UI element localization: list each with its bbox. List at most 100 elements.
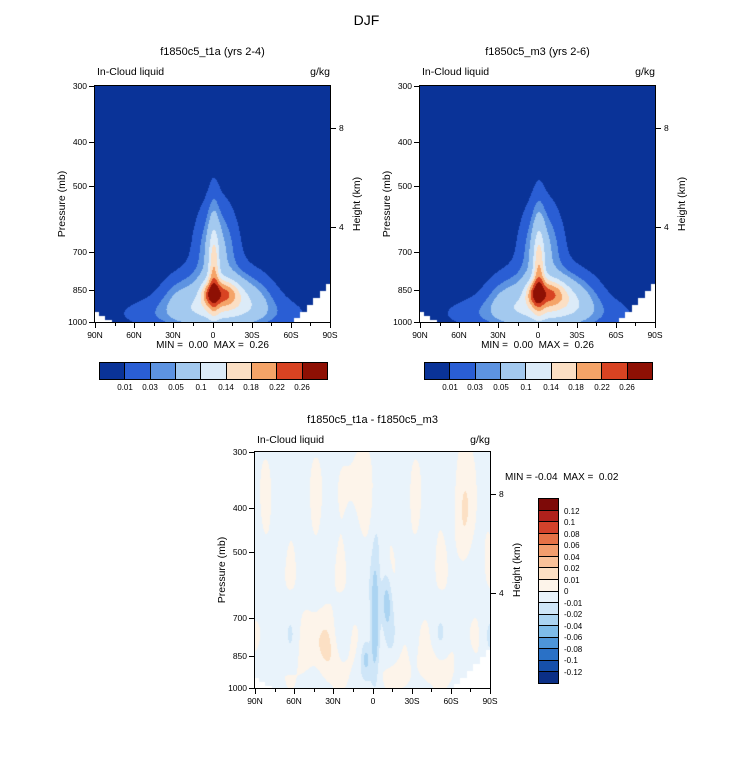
colorbar-label: -0.12 [564,668,583,677]
latitude-tick-label: 90N [412,330,428,340]
panel-title-diff: f1850c5_t1a - f1850c5_m3 [307,414,438,426]
colorbar-label: 0.26 [619,383,635,392]
latitude-minor-tick [392,689,393,692]
colorbar-label: 0.22 [269,383,285,392]
colorbar-segment [302,363,327,379]
colorbar-segment [100,363,126,379]
latitude-tick-label: 60N [126,330,142,340]
colorbar-label: 0.05 [493,383,509,392]
latitude-tick [333,689,334,694]
pressure-tick-label: 500 [232,547,247,557]
latitude-tick [95,323,96,328]
latitude-tick-label: 60S [443,696,459,706]
latitude-minor-tick [470,689,471,692]
latitude-tick [420,323,421,328]
latitude-tick [255,689,256,694]
latitude-tick-label: 60S [283,330,299,340]
latitude-tick [498,323,499,328]
pressure-tick-label: 1000 [393,317,412,327]
pressure-tick [89,186,94,187]
pressure-tick [414,252,419,253]
latitude-tick [373,689,374,694]
height-tick [491,593,496,594]
colorbar-label: -0.04 [564,622,583,631]
panel-title-m3: f1850c5_m3 (yrs 2-6) [485,46,590,58]
colorbar-segment [539,556,558,569]
latitude-tick-label: 0 [210,330,216,340]
pressure-tick [249,508,254,509]
latitude-tick [451,689,452,694]
latitude-minor-tick [518,323,519,326]
height-tick [656,227,661,228]
contour-canvas-diff [255,452,490,688]
height-tick [331,128,336,129]
colorbar-label: 0.1 [195,383,207,392]
colorbar-segment [539,499,558,511]
latitude-tick [291,323,292,328]
latitude-tick-label: 0 [370,696,376,706]
minmax-t1a: MIN = 0.00 MAX = 0.26 [156,340,269,351]
plot-area-diff [254,451,491,689]
latitude-tick [173,323,174,328]
latitude-tick [213,323,214,328]
colorbar-segment [539,649,558,661]
colorbar [538,498,559,684]
colorbar-label: 0.05 [168,383,184,392]
height-tick-label: 8 [664,123,669,133]
latitude-minor-tick [557,323,558,326]
pressure-tick [414,86,419,87]
colorbar-segment [602,363,628,379]
panel-subtitle-m3: In-Cloud liquid [422,66,490,78]
panel-units-m3: g/kg [635,66,655,78]
colorbar-segment [425,363,451,379]
latitude-tick-label: 90S [482,696,498,706]
latitude-tick-label: 60S [608,330,624,340]
latitude-minor-tick [596,323,597,326]
height-tick [656,128,661,129]
pressure-tick-label: 850 [72,285,87,295]
colorbar-label: -0.02 [564,610,583,619]
colorbar-segment [539,533,558,546]
colorbar-segment [576,363,603,379]
colorbar-label: 0.14 [543,383,559,392]
pressure-tick [249,452,254,453]
latitude-tick-label: 30N [490,330,506,340]
latitude-minor-tick [314,689,315,692]
colorbar-segment [201,363,227,379]
minmax-diff: MIN = -0.04 MAX = 0.02 [505,472,619,483]
height-axis-title: Height (km) [351,176,363,232]
latitude-tick [577,323,578,328]
colorbar-segment [539,510,558,523]
pressure-tick-label: 300 [232,447,247,457]
latitude-tick [459,323,460,328]
colorbar-segment [539,660,558,673]
colorbar-label: 0.03 [142,383,158,392]
colorbar-label: 0.12 [564,507,580,516]
latitude-tick-label: 60N [451,330,467,340]
colorbar-segment [539,626,558,638]
latitude-minor-tick [479,323,480,326]
colorbar-segment [226,363,252,379]
colorbar-label: -0.06 [564,633,583,642]
colorbar-label: 0.03 [467,383,483,392]
height-tick-label: 4 [499,588,504,598]
latitude-minor-tick [635,323,636,326]
pressure-tick-label: 500 [72,181,87,191]
colorbar-segment [526,363,552,379]
latitude-tick-label: 30N [325,696,341,706]
pressure-tick [249,618,254,619]
pressure-tick-label: 300 [72,81,87,91]
plot-area-t1a [94,85,331,323]
latitude-tick [294,689,295,694]
contour-canvas-t1a [95,86,330,322]
colorbar-segment [277,363,303,379]
pressure-tick-label: 300 [397,81,412,91]
colorbar-label: 0.14 [218,383,234,392]
latitude-tick-label: 30S [569,330,585,340]
pressure-tick-label: 400 [397,137,412,147]
latitude-minor-tick [271,323,272,326]
panel-subtitle-diff: In-Cloud liquid [257,434,325,446]
colorbar-label: 0.18 [243,383,259,392]
minmax-m3: MIN = 0.00 MAX = 0.26 [481,340,594,351]
